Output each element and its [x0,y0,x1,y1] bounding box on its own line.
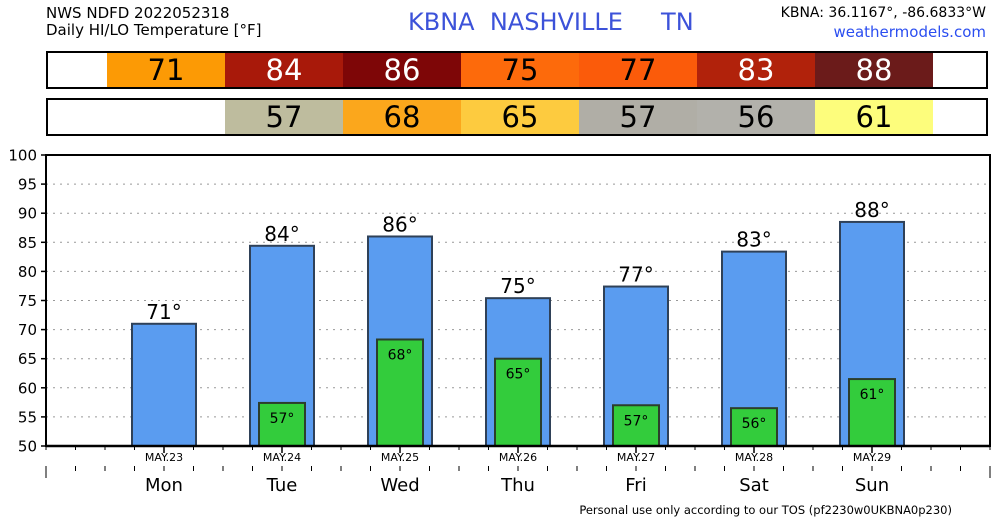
y-tick-label: 65 [18,350,37,368]
lo-temp-cell [107,100,225,134]
y-tick-label: 75 [18,292,37,310]
station-label: KBNA NASHVILLE TN [408,8,694,36]
day-label: Tue [266,475,298,496]
low-temp-label: 65° [506,367,531,383]
day-label: Wed [380,475,419,496]
date-label: MAY.28 [735,451,773,464]
high-temp-bar [131,322,197,447]
high-temp-label: 84° [264,222,299,246]
y-tick-label: 80 [18,263,37,281]
hi-temp-cell: 83 [697,53,815,87]
lo-temp-cell: 57 [225,100,343,134]
low-temperature-strip: 57 68 65 57 56 61 [46,98,988,136]
low-temp-bar [258,401,306,448]
date-label: MAY.24 [263,451,301,464]
hi-temp-cell: 84 [225,53,343,87]
date-label: MAY.26 [499,451,537,464]
high-temp-label: 75° [500,274,535,298]
high-temp-label: 88° [854,198,889,222]
hi-temp-cell: 77 [579,53,697,87]
low-temp-label: 56° [742,416,767,432]
high-temp-label: 71° [146,300,181,324]
day-label: Thu [500,475,535,496]
hi-temp-cell: 88 [815,53,933,87]
chart-title: Daily HI/LO Temperature [°F] [46,21,262,39]
high-temp-label: 77° [618,263,653,287]
lo-temp-cell: 65 [461,100,579,134]
low-temp-label: 68° [388,347,413,363]
y-tick-label: 90 [18,205,37,223]
high-temp-label: 83° [736,228,771,252]
lo-temp-cell: 68 [343,100,461,134]
y-tick-label: 55 [18,408,37,426]
hi-temp-cell: 86 [343,53,461,87]
date-label: MAY.23 [145,451,183,464]
date-label: MAY.27 [617,451,655,464]
date-label: MAY.29 [853,451,891,464]
high-temp-label: 86° [382,212,417,236]
date-label: MAY.25 [381,451,419,464]
site-link[interactable]: weathermodels.com [833,23,986,41]
day-label: Sun [855,475,889,496]
coordinates-label: KBNA: 36.1167°, -86.6833°W [780,5,986,21]
y-tick-label: 70 [18,321,37,339]
low-temp-label: 61° [860,387,885,403]
day-label: Mon [145,475,183,496]
lo-temp-cell: 61 [815,100,933,134]
y-tick-label: 50 [18,438,37,456]
hi-temp-cell: 75 [461,53,579,87]
lo-temp-cell: 57 [579,100,697,134]
hi-temp-cell: 71 [107,53,225,87]
day-label: Fri [625,475,646,496]
y-tick-label: 85 [18,234,37,252]
lo-temp-cell: 56 [697,100,815,134]
low-temp-label: 57° [270,411,295,427]
low-temp-label: 57° [624,413,649,429]
y-tick-label: 60 [18,379,37,397]
y-tick-label: 100 [8,147,37,165]
high-temperature-strip: 71 84 86 75 77 83 88 [46,51,988,89]
day-label: Sat [739,475,769,496]
source-label: NWS NDFD 2022052318 [46,4,230,22]
y-tick-label: 95 [18,176,37,194]
footer-note: Personal use only according to our TOS (… [579,503,952,517]
